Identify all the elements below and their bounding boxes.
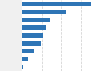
- Bar: [22, 65, 23, 69]
- Bar: [22, 18, 50, 22]
- Bar: [22, 57, 28, 61]
- Bar: [22, 33, 44, 38]
- Bar: [22, 25, 46, 30]
- Bar: [22, 41, 41, 46]
- Bar: [22, 10, 66, 14]
- Bar: [22, 2, 91, 6]
- Bar: [22, 49, 34, 53]
